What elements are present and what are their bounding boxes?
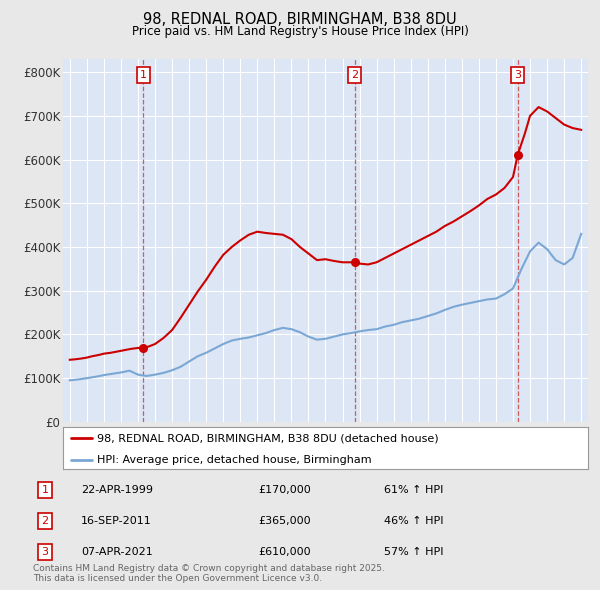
Text: 3: 3: [514, 70, 521, 80]
Text: 46% ↑ HPI: 46% ↑ HPI: [384, 516, 443, 526]
Text: £610,000: £610,000: [258, 547, 311, 556]
Text: HPI: Average price, detached house, Birmingham: HPI: Average price, detached house, Birm…: [97, 455, 372, 465]
Text: 07-APR-2021: 07-APR-2021: [81, 547, 153, 556]
Text: 22-APR-1999: 22-APR-1999: [81, 486, 153, 495]
Text: £365,000: £365,000: [258, 516, 311, 526]
Text: Contains HM Land Registry data © Crown copyright and database right 2025.
This d: Contains HM Land Registry data © Crown c…: [33, 563, 385, 583]
Text: 98, REDNAL ROAD, BIRMINGHAM, B38 8DU (detached house): 98, REDNAL ROAD, BIRMINGHAM, B38 8DU (de…: [97, 434, 439, 444]
Text: 61% ↑ HPI: 61% ↑ HPI: [384, 486, 443, 495]
Text: £170,000: £170,000: [258, 486, 311, 495]
Text: 57% ↑ HPI: 57% ↑ HPI: [384, 547, 443, 556]
Text: 2: 2: [41, 516, 49, 526]
Text: 98, REDNAL ROAD, BIRMINGHAM, B38 8DU: 98, REDNAL ROAD, BIRMINGHAM, B38 8DU: [143, 12, 457, 27]
Text: 1: 1: [140, 70, 147, 80]
Text: 1: 1: [41, 486, 49, 495]
Text: 3: 3: [41, 547, 49, 556]
Text: 16-SEP-2011: 16-SEP-2011: [81, 516, 152, 526]
Text: Price paid vs. HM Land Registry's House Price Index (HPI): Price paid vs. HM Land Registry's House …: [131, 25, 469, 38]
Text: 2: 2: [351, 70, 358, 80]
